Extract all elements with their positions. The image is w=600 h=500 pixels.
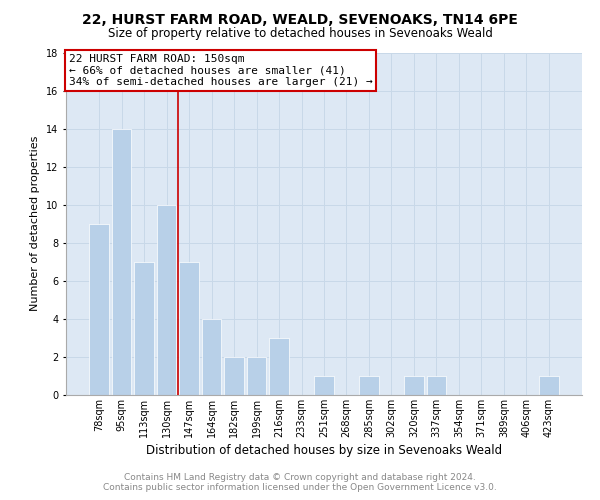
Bar [427, 376, 446, 395]
Bar [269, 338, 289, 395]
Bar [179, 262, 199, 395]
Bar [157, 204, 176, 395]
Bar [89, 224, 109, 395]
Text: Contains HM Land Registry data © Crown copyright and database right 2024.
Contai: Contains HM Land Registry data © Crown c… [103, 473, 497, 492]
Bar [404, 376, 424, 395]
Bar [202, 319, 221, 395]
Text: 22 HURST FARM ROAD: 150sqm
← 66% of detached houses are smaller (41)
34% of semi: 22 HURST FARM ROAD: 150sqm ← 66% of deta… [68, 54, 373, 88]
Bar [359, 376, 379, 395]
X-axis label: Distribution of detached houses by size in Sevenoaks Weald: Distribution of detached houses by size … [146, 444, 502, 457]
Bar [134, 262, 154, 395]
Text: Size of property relative to detached houses in Sevenoaks Weald: Size of property relative to detached ho… [107, 28, 493, 40]
Y-axis label: Number of detached properties: Number of detached properties [31, 136, 40, 312]
Bar [247, 357, 266, 395]
Bar [314, 376, 334, 395]
Bar [112, 128, 131, 395]
Text: 22, HURST FARM ROAD, WEALD, SEVENOAKS, TN14 6PE: 22, HURST FARM ROAD, WEALD, SEVENOAKS, T… [82, 12, 518, 26]
Bar [539, 376, 559, 395]
Bar [224, 357, 244, 395]
